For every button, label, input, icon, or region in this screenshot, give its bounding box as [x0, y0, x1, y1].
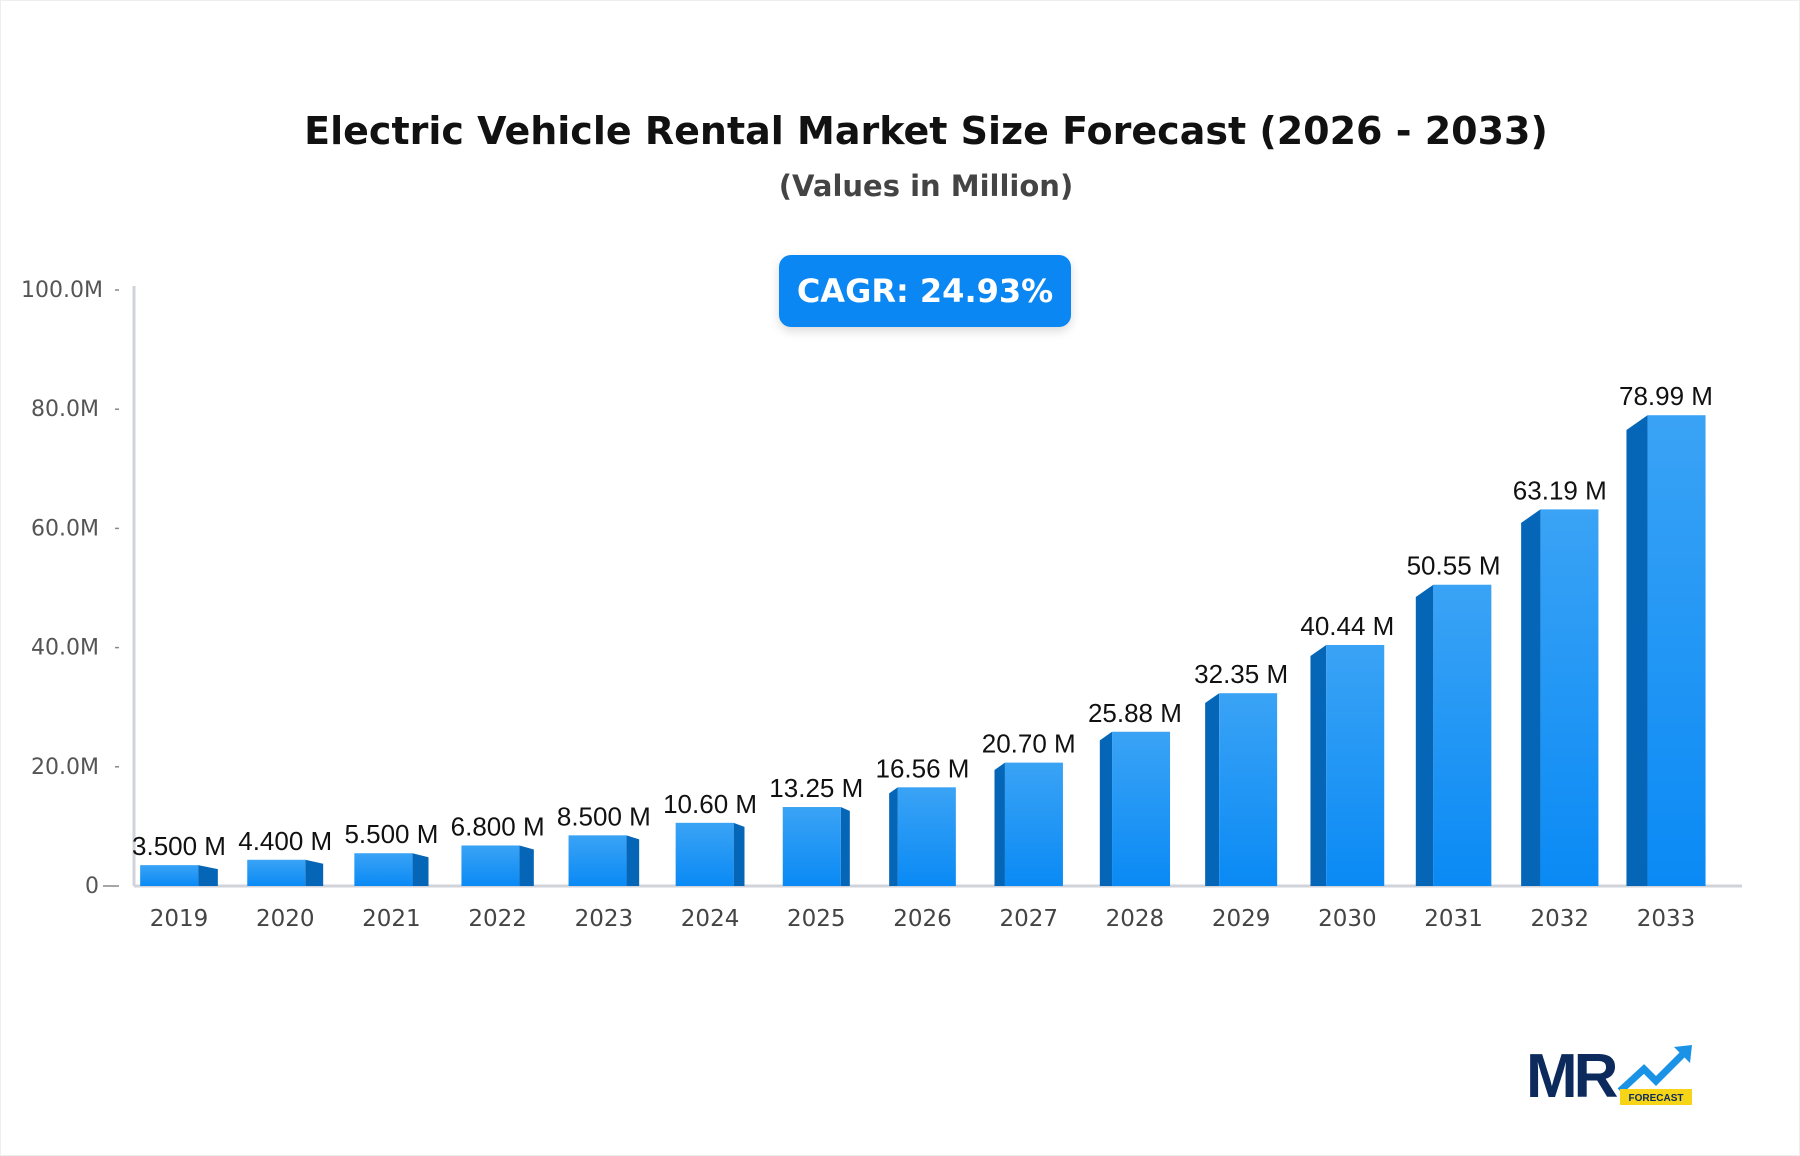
bar-2031	[1433, 584, 1492, 886]
x-tick-label: 2025	[787, 906, 846, 932]
y-tick-label: 100.0M	[21, 278, 103, 303]
bar-2020	[247, 859, 306, 886]
y-tick-label: 40.0M	[31, 636, 99, 661]
bar-side-2020	[305, 859, 324, 886]
data-label: 50.55 M	[1407, 551, 1501, 581]
bar-side-2029	[1205, 693, 1220, 886]
x-tick-label: 2024	[681, 906, 740, 932]
bar-side-2028	[1099, 731, 1113, 886]
data-label: 13.25 M	[769, 773, 863, 803]
data-label: 16.56 M	[876, 753, 970, 783]
data-label: 6.800 M	[451, 811, 545, 841]
data-label: 40.44 M	[1300, 611, 1394, 641]
data-label: 3.500 M	[132, 831, 226, 861]
y-tick-label: 80.0M	[31, 397, 99, 422]
bar-2032	[1540, 509, 1599, 886]
x-tick-label: 2022	[468, 906, 527, 932]
data-label: 10.60 M	[663, 789, 757, 819]
x-tick-label: 2026	[893, 906, 952, 932]
bar-side-2019	[198, 865, 218, 886]
data-label: 63.19 M	[1513, 475, 1607, 505]
data-label: 5.500 M	[344, 819, 438, 849]
bar-side-2026	[889, 787, 898, 886]
y-tick-label: 0	[85, 874, 99, 899]
x-tick-label: 2019	[150, 906, 209, 932]
data-label: 25.88 M	[1088, 698, 1182, 728]
bar-2030	[1326, 644, 1385, 886]
cagr-badge: CAGR: 24.93%	[779, 255, 1071, 327]
x-tick-label: 2030	[1318, 906, 1377, 932]
chart-title: Electric Vehicle Rental Market Size Fore…	[304, 109, 1548, 153]
svg-text:MR: MR	[1526, 1042, 1618, 1111]
bar-side-2023	[626, 835, 640, 886]
bar-2033	[1647, 415, 1706, 886]
bar-side-2031	[1415, 584, 1434, 886]
data-label: 32.35 M	[1194, 659, 1288, 689]
x-tick-label: 2020	[256, 906, 315, 932]
data-label: 20.70 M	[982, 729, 1076, 759]
bar-2026	[897, 787, 956, 886]
svg-text:FORECAST: FORECAST	[1629, 1093, 1684, 1104]
y-tick-label: 20.0M	[31, 755, 99, 780]
x-tick-label: 2031	[1424, 906, 1483, 932]
x-tick-label: 2028	[1106, 906, 1165, 932]
x-tick-label: 2023	[575, 906, 634, 932]
bar-side-2030	[1310, 644, 1327, 886]
chart-subtitle: (Values in Million)	[778, 169, 1074, 203]
x-tick-label: 2027	[999, 906, 1058, 932]
bar-side-2033	[1626, 415, 1648, 886]
bar-2027	[1004, 762, 1063, 886]
bar-2024	[675, 822, 734, 886]
bar-2021	[354, 853, 413, 886]
data-label: 8.500 M	[557, 801, 651, 831]
data-label: 78.99 M	[1619, 381, 1713, 411]
bar-side-2032	[1521, 509, 1541, 886]
bar-2029	[1219, 693, 1278, 886]
mr-forecast-logo: MR FORECAST	[1526, 1042, 1692, 1111]
x-tick-label: 2032	[1531, 906, 1590, 932]
bar-2025	[782, 807, 841, 886]
bar-2022	[461, 845, 520, 886]
x-tick-label: 2029	[1212, 906, 1271, 932]
y-tick-label: 60.0M	[31, 516, 99, 541]
bar-2028	[1112, 731, 1171, 886]
bar-side-2024	[733, 822, 745, 886]
x-tick-label: 2021	[362, 906, 421, 932]
bar-side-2027	[994, 762, 1005, 886]
bar-side-2022	[519, 845, 534, 886]
x-tick-label: 2033	[1637, 906, 1696, 932]
bar-side-2021	[412, 853, 429, 886]
bar-side-2025	[840, 807, 850, 886]
bar-2023	[568, 835, 627, 886]
data-label: 4.400 M	[238, 826, 332, 856]
bar-2019	[140, 865, 199, 886]
